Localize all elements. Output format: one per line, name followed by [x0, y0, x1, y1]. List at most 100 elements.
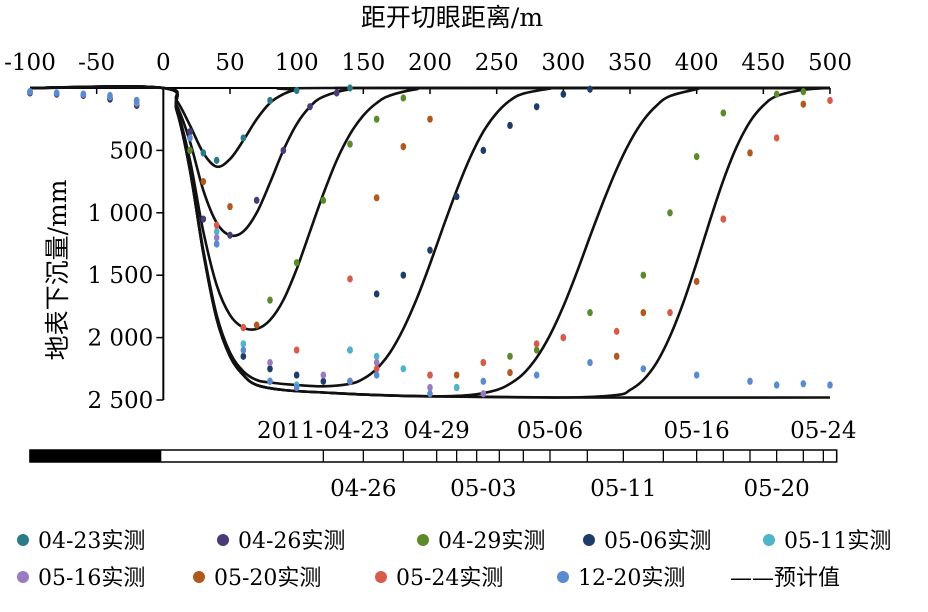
legend-label: 04-23实测 [38, 529, 145, 554]
predicted-curve-04-26 [29, 85, 831, 238]
y-tick-group: 500 1 000 1 500 2 000 2 500 [87, 138, 164, 414]
measured-point [293, 371, 300, 379]
y-tick-label: 2 000 [87, 326, 153, 352]
measured-point [227, 202, 233, 211]
measured-point [187, 146, 193, 154]
x-axis-title: 距开切眼距离/m [361, 3, 543, 32]
x-tick-label: 150 [341, 50, 385, 76]
date-label-bottom: 05-20 [744, 476, 810, 502]
measured-point [213, 227, 220, 236]
measured-point [267, 365, 273, 373]
measured-point [347, 346, 353, 354]
x-tick-group: -100 -50 0 50 100 150 200 250 300 350 400 450 500 [4, 50, 852, 94]
y-tick-label: 500 [109, 138, 153, 164]
measured-point [453, 192, 460, 201]
measured-point [107, 91, 113, 100]
measured-point [720, 109, 727, 117]
measured-point [640, 309, 647, 317]
measured-point [427, 383, 433, 392]
measured-point [613, 327, 620, 335]
measured-point [747, 149, 753, 157]
x-tick-label: 50 [215, 50, 244, 76]
predicted-curve-04-23 [29, 85, 831, 169]
measured-point [200, 178, 207, 186]
date-label-top: 05-06 [517, 418, 583, 444]
y-axis-title: 地表下沉量/mm [43, 179, 72, 360]
legend-marker [17, 571, 29, 583]
measured-point [307, 103, 313, 111]
predicted-curve-05-24 [29, 85, 831, 399]
measured-point [240, 324, 247, 332]
measured-point [400, 365, 407, 373]
x-tick-label: 300 [541, 50, 585, 76]
measured-point [427, 246, 433, 254]
measured-point [320, 196, 327, 204]
measured-point [427, 115, 433, 123]
measured-point [427, 390, 433, 398]
y-tick-label: 2 500 [87, 388, 153, 414]
measured-point [187, 134, 193, 142]
measured-point [213, 234, 220, 242]
measured-point [480, 146, 487, 154]
x-tick-label: 350 [608, 50, 652, 76]
legend-marker [193, 571, 205, 583]
measured-point [800, 380, 807, 388]
measured-point [293, 259, 300, 267]
measured-point [253, 321, 260, 329]
measured-point [133, 96, 140, 105]
measured-point [613, 352, 620, 360]
measured-point [333, 89, 340, 97]
measured-point [720, 215, 727, 223]
measured-point [827, 381, 833, 389]
x-tick-label: 450 [741, 50, 785, 76]
x-tick-label: 100 [275, 50, 319, 76]
measured-point [587, 309, 593, 317]
measured-point [213, 221, 220, 229]
measured-point [373, 352, 380, 360]
measured-point [667, 209, 673, 217]
measured-point [347, 84, 353, 92]
measured-point [320, 371, 327, 379]
legend-label: 05-11实测 [784, 529, 891, 554]
legend-label: 04-29实测 [438, 529, 545, 554]
legend: 04-23实测 04-26实测 04-29实测 05-06实测 05-11实测 05-16… [17, 529, 891, 591]
measured-point [53, 89, 60, 97]
measured-point [80, 90, 87, 98]
measured-point [587, 85, 593, 93]
x-tick-label: 0 [156, 50, 171, 76]
measured-point [480, 358, 487, 367]
measured-point [213, 240, 220, 248]
date-label-bottom: 05-11 [590, 476, 656, 502]
measured-point [667, 309, 673, 317]
legend-marker [217, 534, 229, 546]
measured-point [480, 390, 487, 398]
measured-point [253, 196, 260, 204]
measured-point [507, 121, 513, 130]
measured-point [587, 358, 593, 367]
measured-point [293, 346, 300, 354]
measured-point [373, 290, 380, 298]
legend-marker [763, 534, 775, 546]
measured-point [773, 381, 780, 389]
legend-label: 05-16实测 [38, 566, 145, 591]
measured-point [187, 128, 193, 136]
measured-point [373, 358, 380, 367]
measured-point [240, 352, 247, 360]
legend-label: 04-26实测 [238, 529, 345, 554]
measured-point [267, 358, 273, 367]
x-tick-label: -100 [4, 50, 56, 76]
measured-point [800, 100, 807, 108]
legend-label: 05-24实测 [396, 566, 503, 591]
measured-point [427, 371, 433, 379]
date-label-top: 2011-04-23 [257, 418, 390, 444]
measured-point [693, 277, 700, 286]
x-tick-label: 250 [475, 50, 519, 76]
measured-point [827, 96, 833, 105]
measured-point [773, 90, 780, 98]
legend-label: 05-06实测 [604, 529, 711, 554]
legend-marker [583, 534, 595, 546]
measured-point [640, 271, 647, 279]
legend-marker [17, 534, 29, 546]
x-tick-label: -50 [78, 50, 115, 76]
date-label-top: 05-24 [790, 418, 856, 444]
